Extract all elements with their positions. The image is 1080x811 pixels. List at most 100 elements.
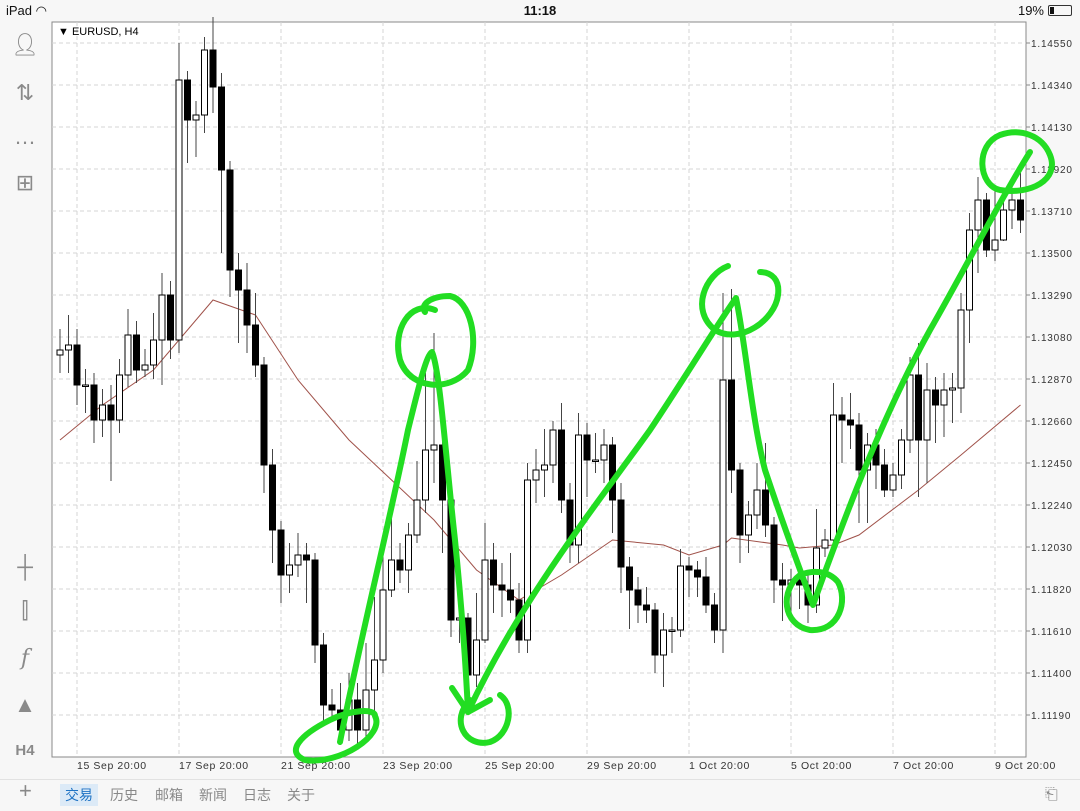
- add-icon[interactable]: +: [19, 778, 32, 803]
- device-label: iPad ◠: [6, 3, 47, 18]
- candle: [150, 313, 157, 379]
- candle-body: [923, 389, 931, 441]
- candle: [116, 359, 123, 433]
- candle: [141, 349, 149, 377]
- new-order-icon[interactable]: ⊞: [15, 170, 35, 195]
- y-tick-label: 1.12240: [1031, 501, 1073, 512]
- candle: [277, 521, 285, 603]
- trade-arrows-icon[interactable]: ⇅: [15, 80, 35, 105]
- y-tick-label: 1.14340: [1031, 81, 1073, 92]
- tab-1[interactable]: 历史: [110, 787, 138, 803]
- candle: [728, 289, 735, 493]
- candle-body: [634, 589, 642, 606]
- layout-icon[interactable]: ⎗: [1045, 786, 1058, 803]
- chart-type-icon[interactable]: ⫿: [21, 598, 29, 623]
- candle-body: [490, 559, 497, 586]
- candle-body: [277, 529, 285, 576]
- candle-body: [413, 499, 421, 536]
- x-tick-label: 23 Sep 20:00: [383, 760, 453, 772]
- candle-body: [124, 334, 132, 376]
- candle-body: [549, 429, 557, 466]
- tab-3[interactable]: 新闻: [199, 787, 227, 803]
- candle-body: [745, 514, 752, 536]
- grid: [52, 22, 1026, 757]
- candle-body: [694, 569, 701, 578]
- clock: 11:18: [523, 3, 557, 18]
- candle: [269, 449, 276, 563]
- candle-body: [728, 379, 735, 471]
- indicator-icon[interactable]: f: [20, 645, 30, 671]
- candle: [634, 577, 642, 623]
- candle: [82, 369, 89, 413]
- candle-body: [99, 404, 106, 421]
- candle-body: [685, 565, 693, 571]
- candle-body: [209, 49, 217, 88]
- candle-body: [702, 576, 710, 606]
- candle-body: [847, 419, 854, 426]
- symbol-label[interactable]: ▼ EURUSD, H4: [58, 26, 139, 38]
- objects-icon[interactable]: ▲: [14, 692, 36, 717]
- dropdown-triangle-icon: ▼: [58, 26, 72, 38]
- y-tick-label: 1.14550: [1031, 39, 1073, 50]
- candle: [56, 329, 64, 373]
- candle-body: [116, 374, 123, 421]
- tab-2[interactable]: 邮箱: [155, 787, 183, 803]
- candle-body: [1008, 199, 1016, 211]
- y-tick-label: 1.11610: [1031, 627, 1072, 638]
- candle: [592, 433, 599, 473]
- candle: [957, 293, 965, 413]
- candle: [617, 483, 625, 593]
- account-icon[interactable]: 👤︎: [11, 32, 39, 57]
- y-tick-label: 1.12450: [1031, 459, 1073, 470]
- tab-5[interactable]: 关于: [287, 787, 315, 803]
- candle-body: [898, 439, 905, 476]
- candle-body: [235, 269, 242, 291]
- chat-icon[interactable]: …: [14, 124, 36, 149]
- candle-body: [915, 374, 922, 441]
- battery-icon: [1048, 5, 1072, 16]
- candle-body: [405, 534, 412, 571]
- candle-body: [481, 559, 489, 641]
- tab-4[interactable]: 日志: [243, 787, 271, 803]
- tab-0[interactable]: 交易: [60, 784, 98, 806]
- candle-body: [558, 429, 565, 501]
- plot-area: [51, 21, 1027, 758]
- candle: [133, 321, 140, 383]
- candle: [209, 17, 217, 113]
- candle-body: [1017, 199, 1024, 221]
- candle: [167, 281, 174, 359]
- timeframe-button[interactable]: H4: [15, 741, 35, 759]
- crosshair-icon[interactable]: ┼: [17, 554, 33, 579]
- battery-status: 19%: [1018, 3, 1072, 18]
- candle-body: [940, 389, 948, 406]
- candle: [915, 343, 922, 497]
- candle-body: [303, 554, 310, 561]
- candle-body: [107, 404, 115, 421]
- candle-body: [371, 659, 378, 691]
- candle-body: [260, 364, 268, 466]
- candle: [626, 557, 633, 629]
- candle: [736, 463, 744, 563]
- candle-body: [753, 489, 761, 516]
- candle: [405, 523, 412, 593]
- candle-body: [617, 499, 625, 568]
- candle: [762, 443, 769, 537]
- candle: [260, 357, 268, 493]
- candle-body: [158, 294, 166, 341]
- candle-body: [311, 559, 319, 646]
- candle-body: [422, 449, 429, 501]
- candle: [660, 613, 667, 687]
- candle-body: [592, 459, 599, 462]
- candle-body: [328, 704, 336, 711]
- candle-body: [813, 547, 820, 606]
- candle-body: [532, 469, 540, 481]
- candle-body: [226, 169, 234, 271]
- y-tick-label: 1.13710: [1031, 207, 1073, 218]
- candle: [821, 529, 829, 557]
- candle: [473, 593, 480, 687]
- candle: [583, 423, 591, 497]
- candle-body: [269, 464, 276, 531]
- candle-body: [473, 639, 480, 676]
- candle: [694, 561, 701, 597]
